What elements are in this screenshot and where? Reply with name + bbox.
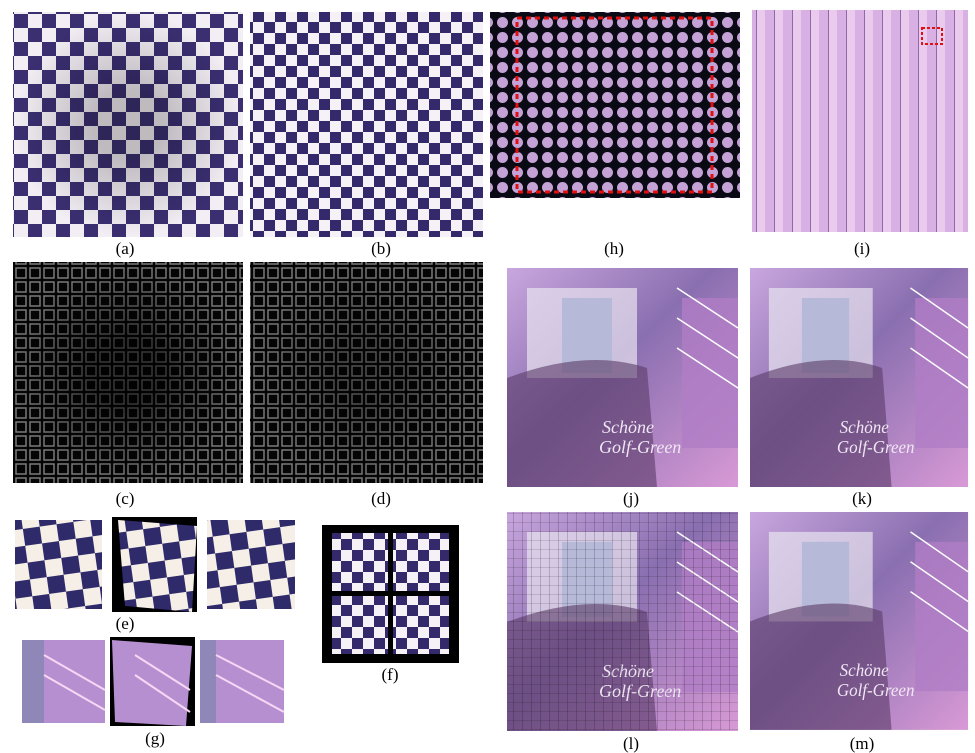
vignette xyxy=(250,262,483,483)
panel-label: (h) xyxy=(604,239,624,258)
panel-label: (l) xyxy=(623,734,639,753)
panel-label: (d) xyxy=(371,489,391,508)
panel-label: (f) xyxy=(382,665,399,684)
image-f2 xyxy=(393,533,449,591)
image-f1 xyxy=(332,533,388,591)
figure: Schöne Golf-Green (a) (b) (h) (i) (c) (d… xyxy=(0,0,975,753)
panel-label: (a) xyxy=(116,239,135,258)
image-k xyxy=(750,268,968,487)
image-e3 xyxy=(207,520,295,609)
image-m xyxy=(750,512,968,730)
panel-label: (e) xyxy=(116,614,135,633)
image-e2 xyxy=(118,520,197,612)
image-e1 xyxy=(15,520,102,609)
image-g3-edge xyxy=(200,640,216,723)
image-g1-edge xyxy=(22,640,44,723)
panel-label: (k) xyxy=(852,489,872,508)
image-f3 xyxy=(332,596,388,654)
panel-label: (m) xyxy=(850,734,875,753)
image-b xyxy=(250,12,483,237)
panel-label: (c) xyxy=(116,489,135,508)
distortion xyxy=(13,12,243,237)
vignette xyxy=(13,262,243,483)
panel-label: (g) xyxy=(145,729,165,748)
image-j xyxy=(507,268,738,487)
panel-label: (i) xyxy=(854,239,870,258)
panel-label: (b) xyxy=(371,239,391,258)
panel-label: (j) xyxy=(623,489,639,508)
image-h xyxy=(490,12,740,198)
image-f4 xyxy=(393,596,449,654)
artifacts xyxy=(507,512,738,730)
